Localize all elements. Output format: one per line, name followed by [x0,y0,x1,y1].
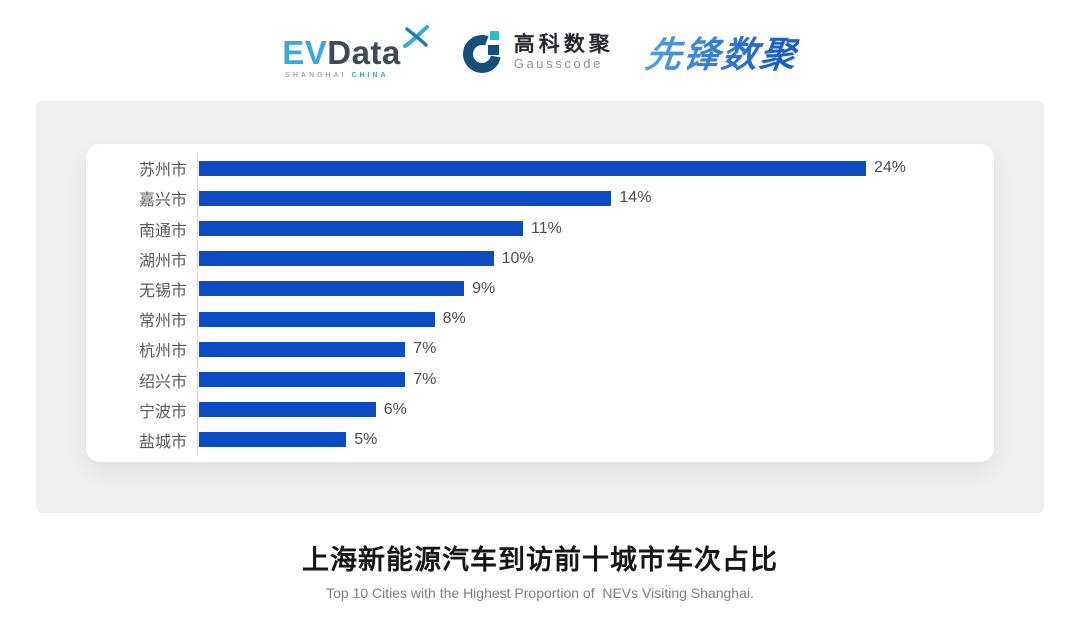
evdata-logo: EV Data SHANGHAI CHINA [282,25,429,79]
bar [199,432,347,448]
category-label: 杭州市 [138,343,187,361]
category-label: 无锡市 [138,282,187,300]
bar [199,281,465,297]
category-label: 苏州市 [138,162,187,180]
value-label: 9% [472,279,496,297]
bar [199,341,406,357]
bar-row: 杭州市 7% [86,334,994,364]
value-label: 7% [413,340,437,358]
bar-chart: 苏州市 24% 嘉兴市 14% 南通市 11% 湖州市 10% 无锡市 9% 常州市 8% 杭州市 7% 绍… [86,144,994,462]
xianfeng-logo: 先锋数聚 [643,26,801,78]
bar [199,251,494,267]
bar [199,402,376,418]
evdata-caption-china: CHINA [351,72,389,79]
bar-track: 5% [199,431,906,449]
bar [199,372,406,388]
evdata-ev-text: EV [282,34,328,71]
y-axis-line [197,153,198,455]
value-label: 6% [383,400,407,418]
value-label: 14% [619,189,652,207]
value-label: 10% [501,249,534,267]
category-label: 湖州市 [138,252,187,270]
chart-card: 苏州市 24% 嘉兴市 14% 南通市 11% 湖州市 10% 无锡市 9% 常州市 8% 杭州市 7% 绍… [86,144,994,462]
evdata-x-icon [402,25,429,48]
bar-row: 嘉兴市 14% [86,183,994,213]
category-label: 南通市 [138,222,187,240]
chart-panel: 苏州市 24% 嘉兴市 14% 南通市 11% 湖州市 10% 无锡市 9% 常州市 8% 杭州市 7% 绍… [36,101,1044,513]
logo-header: EV Data SHANGHAI CHINA 高科数聚 Gausscode 先锋… [0,20,1080,84]
chart-title: 上海新能源汽车到访前十城市车次占比 [302,545,778,575]
bar-track: 8% [199,310,906,328]
chart-subtitle: Top 10 Cities with the Highest Proportio… [326,585,754,601]
bar-rows: 苏州市 24% 嘉兴市 14% 南通市 11% 湖州市 10% 无锡市 9% 常州市 8% 杭州市 7% 绍… [86,153,994,455]
gausscode-text: 高科数聚 Gausscode [514,33,614,71]
bar [199,160,866,176]
evdata-caption-shanghai: SHANGHAI [285,72,347,79]
bar-track: 10% [199,250,906,268]
bar [199,221,524,236]
bar-row: 无锡市 9% [86,274,994,304]
bar-row: 宁波市 6% [86,395,994,425]
bar-track: 7% [199,371,906,389]
value-label: 8% [442,310,466,328]
bar-track: 9% [199,280,906,298]
bar [199,190,612,206]
bar-track: 7% [199,340,906,358]
value-label: 5% [354,430,378,448]
bar-row: 盐城市 5% [86,425,994,455]
bar-row: 常州市 8% [86,304,994,334]
category-label: 嘉兴市 [138,192,187,210]
gausscode-en-text: Gausscode [513,55,603,71]
caption-block: 上海新能源汽车到访前十城市车次占比 Top 10 Cities with the… [0,538,1080,601]
evdata-wordmark: EV Data [282,25,429,69]
category-label: 常州市 [138,313,187,331]
evdata-caption: SHANGHAI CHINA [282,72,429,79]
gausscode-g-icon [462,31,501,73]
evdata-data-text: Data [327,34,401,71]
bar-row: 绍兴市 7% [86,364,994,394]
bar-track: 14% [199,189,906,207]
category-label: 绍兴市 [138,373,187,391]
bar-row: 苏州市 24% [86,153,994,183]
gausscode-logo: 高科数聚 Gausscode [461,30,614,74]
bar-track: 6% [199,401,906,419]
gausscode-cn-text: 高科数聚 [513,32,614,56]
bar [199,311,435,327]
value-label: 7% [413,370,437,388]
bar-track: 11% [199,220,906,238]
value-label: 11% [531,219,562,237]
bar-track: 24% [199,159,906,177]
category-label: 宁波市 [138,403,187,421]
value-label: 24% [873,159,906,177]
category-label: 盐城市 [138,433,187,451]
bar-row: 南通市 11% [86,213,994,243]
bar-row: 湖州市 10% [86,244,994,274]
